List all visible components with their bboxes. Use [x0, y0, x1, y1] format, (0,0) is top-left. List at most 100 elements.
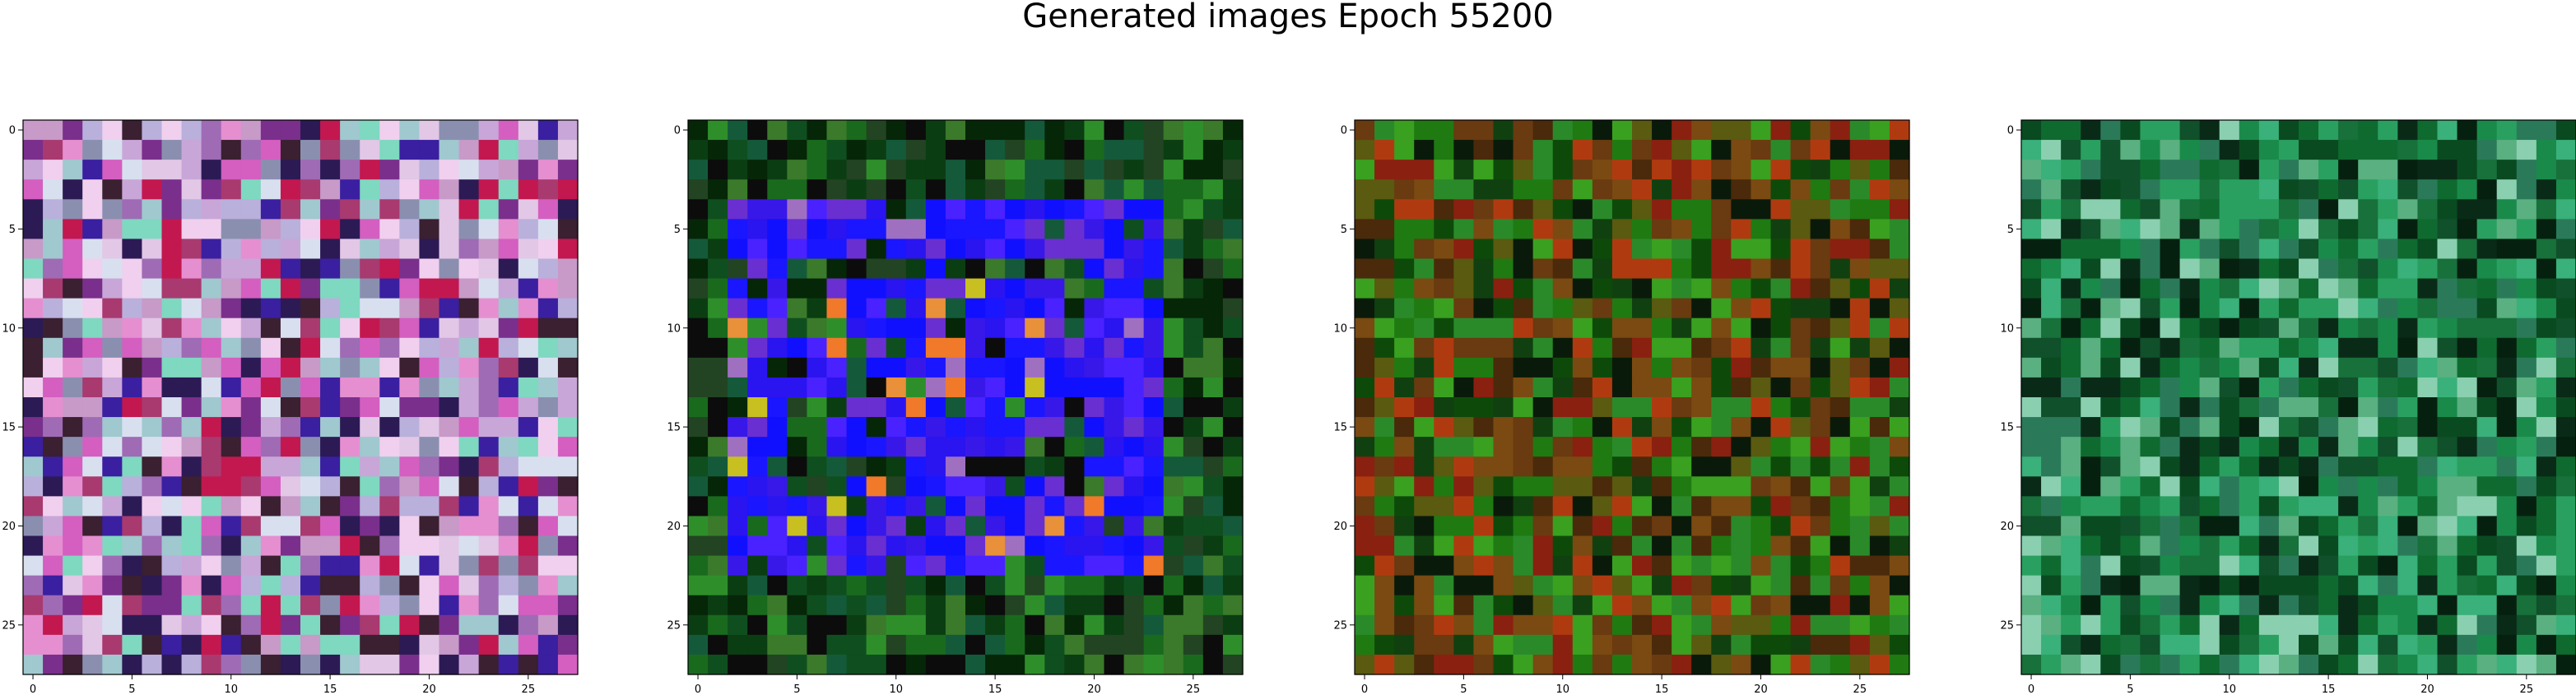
pixel [82, 120, 103, 141]
pixel [2555, 337, 2576, 359]
pixel [1123, 278, 1145, 299]
pixel [2516, 456, 2537, 477]
pixel [1005, 120, 1025, 141]
pixel [518, 476, 539, 497]
pixel [300, 456, 321, 477]
pixel [498, 654, 519, 675]
pixel [1889, 219, 1910, 240]
pixel [1123, 456, 1145, 477]
pixel [518, 417, 539, 438]
pixel [1064, 179, 1086, 200]
pixel [2457, 278, 2478, 299]
pixel [1810, 160, 1831, 180]
pixel [537, 278, 559, 299]
pixel [2258, 120, 2280, 141]
pixel [161, 634, 183, 656]
pixel [102, 634, 123, 656]
pixel [240, 456, 262, 477]
pixel [1453, 575, 1475, 596]
pixel [1414, 278, 1434, 299]
pixel [1770, 278, 1792, 299]
pixel [925, 575, 946, 596]
pixel [1751, 317, 1772, 339]
pixel [557, 120, 579, 141]
pixel [1751, 417, 1772, 438]
pixel [439, 317, 460, 339]
pixel [1044, 634, 1065, 656]
pixel [728, 140, 748, 160]
pixel [1453, 634, 1475, 656]
pixel [2476, 595, 2498, 616]
pixel [240, 654, 262, 675]
pixel [728, 595, 748, 616]
pixel [1005, 258, 1025, 280]
pixel [2081, 357, 2101, 378]
pixel [557, 357, 579, 378]
pixel [379, 317, 400, 339]
pixel [1453, 239, 1475, 260]
pixel [537, 516, 559, 537]
pixel [43, 219, 63, 240]
pixel [1652, 535, 1672, 557]
pixel [2397, 634, 2419, 656]
pixel [2278, 160, 2299, 180]
pixel [2536, 160, 2557, 180]
pixel [1104, 337, 1125, 359]
pixel [2378, 595, 2398, 616]
pixel [142, 654, 163, 675]
pixel [2100, 140, 2121, 160]
pixel [2179, 614, 2201, 636]
pixel [102, 555, 123, 577]
pixel [1672, 140, 1692, 160]
pixel [1044, 496, 1065, 517]
pixel [1453, 219, 1475, 240]
pixel [1592, 456, 1613, 477]
pixel [945, 634, 966, 656]
pixel [260, 634, 281, 656]
pixel [1084, 476, 1105, 497]
pixel [2219, 120, 2240, 141]
pixel [2021, 456, 2042, 477]
pixel [320, 377, 341, 398]
pixel [1044, 239, 1065, 260]
pixel [181, 258, 202, 280]
pixel [866, 199, 887, 220]
pixel [1572, 437, 1593, 457]
pixel [82, 199, 103, 220]
pixel [1552, 437, 1574, 457]
pixel [201, 535, 222, 557]
pixel [2041, 160, 2062, 180]
pixel [2378, 437, 2398, 457]
pixel [1493, 496, 1514, 517]
pixel [2199, 120, 2220, 141]
pixel [1830, 219, 1851, 240]
pixel [688, 555, 709, 577]
pixel [419, 179, 440, 200]
pixel [905, 317, 927, 339]
pixel [557, 298, 579, 319]
pixel [728, 417, 748, 438]
pixel [458, 614, 480, 636]
pixel [1711, 516, 1732, 537]
pixel [2061, 535, 2081, 557]
pixel [905, 239, 927, 260]
pixel [458, 377, 480, 398]
pixel [1672, 179, 1692, 200]
pixel [945, 160, 966, 180]
pixel [102, 160, 123, 180]
pixel [2358, 555, 2378, 577]
pixel [1434, 437, 1454, 457]
pixel [2476, 179, 2498, 200]
pixel [2496, 258, 2518, 280]
pixel [1889, 614, 1910, 636]
pixel [1202, 397, 1224, 418]
pixel [965, 140, 986, 160]
pixel [1672, 377, 1692, 398]
pixel [2338, 258, 2359, 280]
pixel [688, 140, 709, 160]
pixel [2397, 516, 2419, 537]
pixel [43, 160, 63, 180]
pixel [399, 417, 421, 438]
pixel [1592, 239, 1613, 260]
pixel [965, 397, 986, 418]
